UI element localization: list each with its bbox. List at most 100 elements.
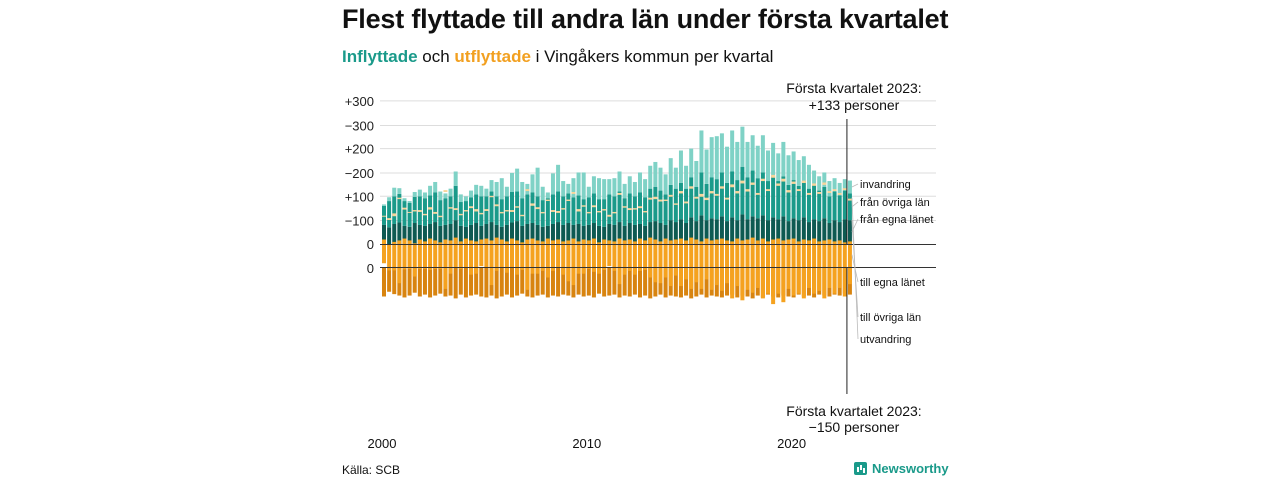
outflow-bar-segment <box>812 238 817 294</box>
inflow-bar-segment <box>571 224 576 244</box>
outflow-bar-segment <box>847 241 852 285</box>
series-label-leader <box>851 197 859 340</box>
outflow-bar-segment <box>402 268 407 298</box>
outflow-bar-segment <box>566 240 571 282</box>
outflow-bar-segment <box>382 268 386 297</box>
annotation-bottom-line1: Första kvartalet 2023: <box>786 403 921 419</box>
outflow-bar-segment <box>520 214 525 217</box>
inflow-bar-segment <box>607 179 612 195</box>
inflow-bar-segment <box>525 223 530 244</box>
outflow-bar-segment <box>581 268 586 297</box>
inflow-bar-segment <box>591 223 596 244</box>
inflow-bar-segment <box>648 222 653 244</box>
outflow-bar-segment <box>612 211 617 214</box>
annotation-bottom-line2: −150 personer <box>809 419 900 435</box>
outflow-bar-segment <box>597 211 602 213</box>
inflow-bar-segment <box>433 222 438 244</box>
inflow-bar-segment <box>402 201 407 226</box>
outflow-bar-segment <box>428 238 433 270</box>
outflow-bar-segment <box>540 211 545 214</box>
outflow-bar-segment <box>755 192 760 195</box>
inflow-bar-segment <box>817 190 822 222</box>
inflow-bar-segment <box>510 222 514 244</box>
outflow-bar-segment <box>740 240 745 301</box>
inflow-bar-segment <box>520 181 525 199</box>
inflow-bar-segment <box>704 220 709 244</box>
inflow-bar-segment <box>412 223 417 244</box>
inflow-bar-segment <box>847 180 852 194</box>
outflow-bar-segment <box>684 240 689 280</box>
inflow-bar-segment <box>402 198 407 202</box>
inflow-bar-segment <box>760 172 765 216</box>
inflow-bar-segment <box>597 178 602 200</box>
inflow-bar-segment <box>842 179 847 191</box>
inflow-bar-segment <box>443 193 448 199</box>
outflow-bar-segment <box>591 268 596 298</box>
inflow-bar-segment <box>438 200 443 226</box>
outflow-bar-segment <box>515 268 520 296</box>
outflow-bar-segment <box>842 242 847 297</box>
outflow-bar-segment <box>704 268 709 298</box>
outflow-bar-segment <box>755 240 760 288</box>
inflow-bar-segment <box>776 153 781 182</box>
outflow-bar-segment <box>489 195 494 198</box>
outflow-bar-segment <box>806 192 811 195</box>
outflow-bar-segment <box>673 239 678 276</box>
inflow-bar-segment <box>812 170 817 185</box>
inflow-bar-segment <box>653 161 658 187</box>
outflow-bar-segment <box>422 268 427 295</box>
inflow-bar-segment <box>801 217 806 244</box>
outflow-bar-segment <box>504 210 509 212</box>
inflow-bar-segment <box>638 192 642 224</box>
inflow-bar-segment <box>448 223 453 244</box>
subtitle-inflow-label: Inflyttade <box>342 47 418 66</box>
y-tick-label-top: +300 <box>345 94 374 109</box>
inflow-bar-segment <box>392 223 397 244</box>
y-tick-label-bottom: 0 <box>367 261 374 276</box>
inflow-bar-segment <box>540 200 545 227</box>
inflow-bar-segment <box>673 188 678 223</box>
inflow-bar-segment <box>704 149 709 184</box>
inflow-bar-segment <box>510 172 514 193</box>
outflow-bar-segment <box>576 209 581 212</box>
inflow-bar-segment <box>786 155 791 185</box>
inflow-bar-segment <box>597 225 602 244</box>
inflow-bar-segment <box>668 158 673 185</box>
outflow-bar-segment <box>602 239 607 270</box>
inflow-bar-segment <box>474 184 479 195</box>
inflow-bar-segment <box>760 215 765 244</box>
inflow-bar-segment <box>387 201 392 228</box>
outflow-bar-segment <box>812 183 817 186</box>
outflow-bar-segment <box>520 242 525 270</box>
outflow-bar-segment <box>832 189 837 192</box>
inflow-bar-segment <box>591 176 596 194</box>
inflow-bar-segment <box>812 219 817 244</box>
chart-title: Flest flyttade till andra län under förs… <box>342 4 949 34</box>
inflow-bar-segment <box>515 168 520 192</box>
inflow-bar-segment <box>428 223 433 244</box>
outflow-bar-segment <box>658 241 663 284</box>
inflow-bar-segment <box>673 167 678 189</box>
outflow-bar-segment <box>632 268 637 295</box>
inflow-bar-segment <box>684 165 689 189</box>
inflow-bar-segment <box>735 180 740 221</box>
outflow-bar-segment <box>556 268 561 297</box>
outflow-bar-segment <box>632 241 637 275</box>
outflow-bar-segment <box>735 191 740 194</box>
outflow-bar-segment <box>806 240 811 288</box>
outflow-bar-segment <box>699 193 704 197</box>
outflow-bar-segment <box>504 268 509 295</box>
inflow-bar-segment <box>766 181 770 221</box>
inflow-bar-segment <box>617 191 622 223</box>
outflow-bar-segment <box>714 239 719 286</box>
outflow-bar-segment <box>550 210 555 212</box>
outflow-bar-segment <box>658 199 663 202</box>
outflow-bar-segment <box>622 206 627 208</box>
inflow-bar-segment <box>771 217 776 244</box>
outflow-bar-segment <box>407 240 412 269</box>
brand-logo[interactable]: Newsworthy <box>854 461 949 476</box>
outflow-bar-segment <box>499 239 504 268</box>
inflow-bar-segment <box>622 198 627 226</box>
outflow-bar-segment <box>842 188 847 191</box>
outflow-bar-segment <box>586 211 591 214</box>
